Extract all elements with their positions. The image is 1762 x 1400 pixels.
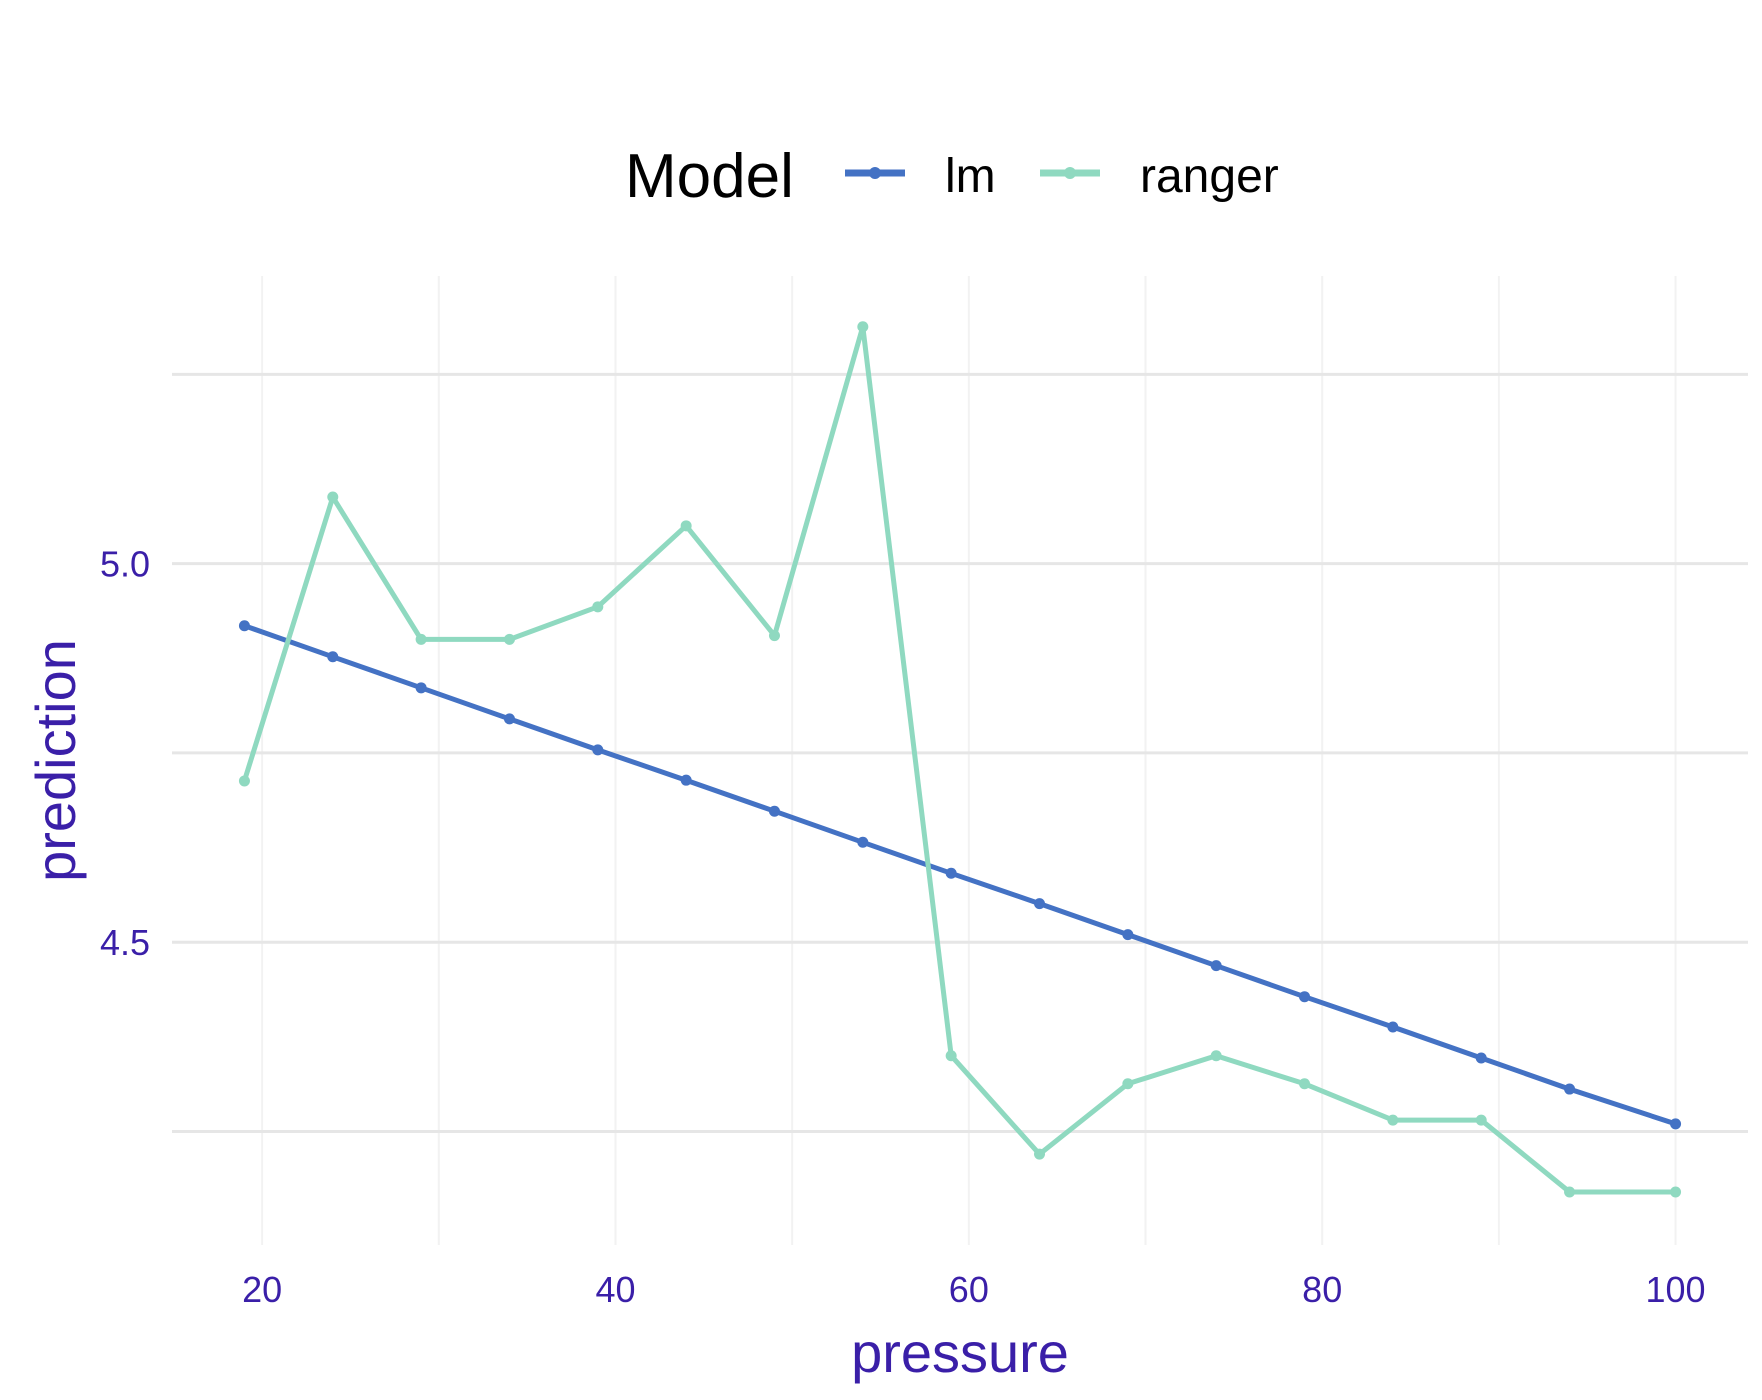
data-point-lm xyxy=(857,836,869,848)
data-point-ranger xyxy=(945,1050,957,1062)
data-point-ranger xyxy=(415,633,427,645)
x-tick-label: 40 xyxy=(595,1269,635,1310)
legend-dot-lm xyxy=(869,167,881,179)
legend-title: Model xyxy=(625,142,794,211)
data-point-ranger xyxy=(327,491,339,503)
data-point-ranger xyxy=(1210,1050,1222,1062)
data-point-lm xyxy=(768,805,780,817)
x-tick-label: 60 xyxy=(949,1269,989,1310)
data-point-lm xyxy=(327,651,339,663)
data-point-ranger xyxy=(238,775,250,787)
data-point-ranger xyxy=(680,520,692,532)
x-tick-label: 20 xyxy=(242,1269,282,1310)
data-point-ranger xyxy=(1299,1078,1311,1090)
data-point-lm xyxy=(945,867,957,879)
grid-layer xyxy=(172,276,1748,1245)
data-point-lm xyxy=(1122,929,1134,941)
data-point-lm xyxy=(1475,1052,1487,1064)
data-point-lm xyxy=(503,713,515,725)
data-point-lm xyxy=(680,774,692,786)
x-tick-label: 80 xyxy=(1302,1269,1342,1310)
axis-layer: 20 40 60 80 100 4.5 5.0 pressure prediction xyxy=(24,544,1706,1384)
data-point-lm xyxy=(415,682,427,694)
y-axis-title: prediction xyxy=(24,639,87,882)
data-point-lm xyxy=(592,744,604,756)
data-point-lm xyxy=(238,620,250,632)
data-point-lm xyxy=(1564,1083,1576,1095)
x-axis-title: pressure xyxy=(851,1321,1069,1384)
data-point-ranger xyxy=(1122,1078,1134,1090)
data-point-lm xyxy=(1034,898,1046,910)
data-point-ranger xyxy=(503,633,515,645)
data-point-ranger xyxy=(1034,1148,1046,1160)
data-point-lm xyxy=(1670,1118,1682,1130)
data-point-lm xyxy=(1387,1021,1399,1033)
legend: Model lm ranger xyxy=(625,142,1279,211)
series-line-ranger xyxy=(241,324,1679,1195)
data-point-lm xyxy=(1210,960,1222,972)
data-point-ranger xyxy=(1564,1186,1576,1198)
series-layer xyxy=(238,321,1682,1198)
data-point-ranger xyxy=(768,630,780,642)
legend-dot-ranger xyxy=(1064,167,1076,179)
data-point-ranger xyxy=(1670,1186,1682,1198)
legend-label-lm: lm xyxy=(945,150,996,203)
series-line-lm xyxy=(241,623,1679,1127)
data-point-ranger xyxy=(1475,1114,1487,1126)
y-tick-label: 5.0 xyxy=(100,544,150,585)
data-point-ranger xyxy=(1387,1114,1399,1126)
legend-label-ranger: ranger xyxy=(1140,150,1279,203)
data-point-ranger xyxy=(592,601,604,613)
y-tick-label: 4.5 xyxy=(100,922,150,963)
x-tick-label: 100 xyxy=(1646,1269,1706,1310)
data-point-ranger xyxy=(857,321,869,333)
data-point-lm xyxy=(1299,991,1311,1003)
